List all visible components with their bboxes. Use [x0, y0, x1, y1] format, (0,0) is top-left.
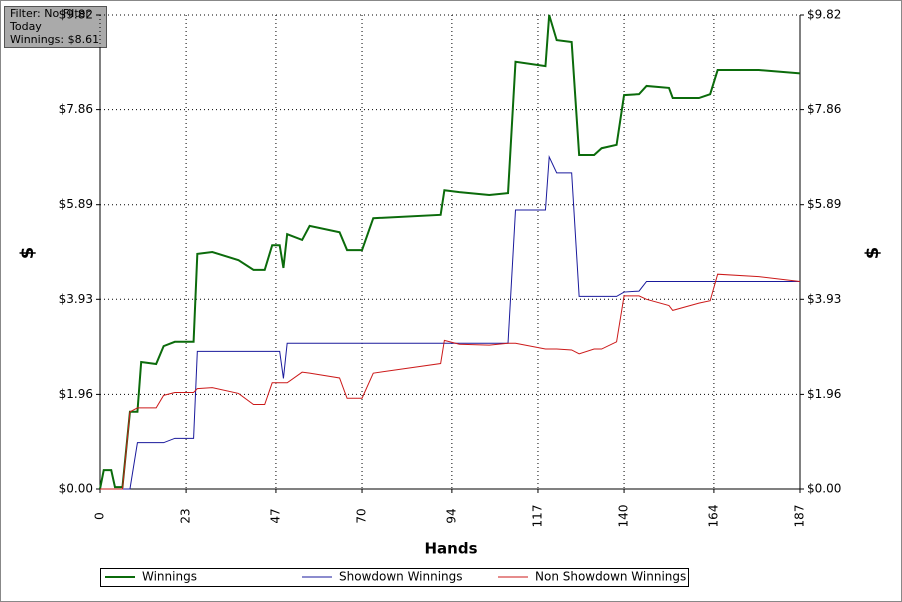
- x-tick-label: 0: [93, 512, 107, 520]
- filter-text: Winnings: $8.61: [10, 33, 99, 46]
- y-axis-label: $: [17, 247, 38, 260]
- legend-box: [100, 568, 689, 587]
- y-tick-label: $3.93: [59, 292, 93, 306]
- y2-axis-label: $: [862, 247, 883, 260]
- x-tick-label: 140: [617, 505, 631, 528]
- x-tick-label: 94: [444, 508, 458, 523]
- series-line: [100, 154, 800, 490]
- y-tick-label: $9.82: [59, 8, 93, 22]
- y-tick-label: $5.89: [59, 197, 93, 211]
- y2-tick-label: $3.93: [807, 292, 841, 306]
- y-tick-label: $7.86: [59, 102, 93, 116]
- x-axis-label: Hands: [424, 540, 477, 558]
- x-tick-label: 117: [530, 505, 544, 528]
- x-tick-label: 187: [793, 505, 807, 528]
- x-tick-label: 70: [355, 508, 369, 523]
- legend-label: Showdown Winnings: [339, 570, 463, 584]
- y-tick-label: $1.96: [59, 387, 93, 401]
- x-tick-label: 164: [706, 505, 720, 528]
- series-line: [100, 273, 801, 490]
- y-tick-label: $0.00: [59, 482, 93, 496]
- series-line: [99, 14, 801, 490]
- x-tick-label: 47: [268, 508, 282, 523]
- y2-tick-label: $5.89: [807, 197, 841, 211]
- filter-text: Today: [9, 20, 42, 33]
- y2-tick-label: $0.00: [807, 482, 841, 496]
- x-tick-label: 23: [179, 508, 193, 523]
- filter-text: Filter: No Filter: [10, 7, 90, 20]
- filter-box: [4, 6, 107, 48]
- y2-tick-label: $1.96: [807, 387, 841, 401]
- y2-tick-label: $7.86: [807, 102, 841, 116]
- legend-label: Winnings: [142, 570, 197, 584]
- y2-tick-label: $9.82: [807, 8, 841, 22]
- legend-label: Non Showdown Winnings: [535, 570, 686, 584]
